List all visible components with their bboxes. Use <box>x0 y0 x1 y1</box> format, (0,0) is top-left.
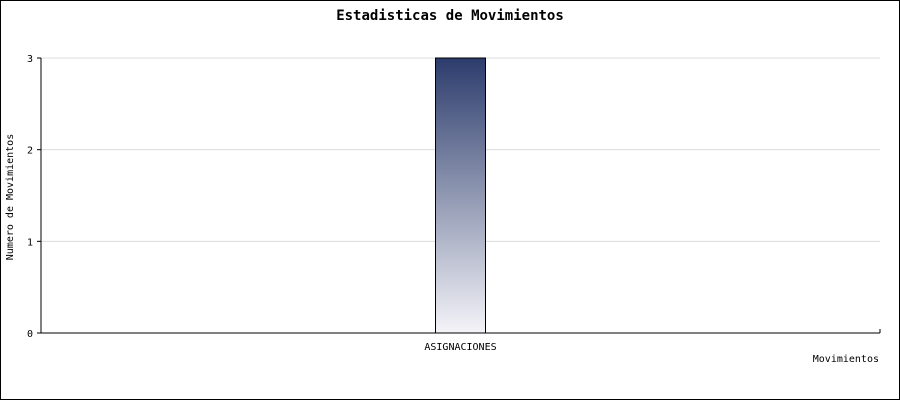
bar <box>435 57 486 334</box>
x-tick-label: ASIGNACIONES <box>424 342 496 353</box>
y-tick-label: 0 <box>27 329 33 340</box>
x-axis-label: Movimientos <box>813 354 879 365</box>
x-axis-ticks: ASIGNACIONES <box>424 329 881 353</box>
y-tick-label: 3 <box>27 54 33 65</box>
y-tick-label: 1 <box>27 237 33 248</box>
chart-title: Estadisticas de Movimientos <box>336 8 564 24</box>
y-tick-label: 2 <box>27 146 33 157</box>
bars <box>435 57 486 334</box>
y-axis-ticks: 0 1 2 3 <box>27 54 41 340</box>
y-axis-label: Numero de Movimientos <box>5 134 16 260</box>
